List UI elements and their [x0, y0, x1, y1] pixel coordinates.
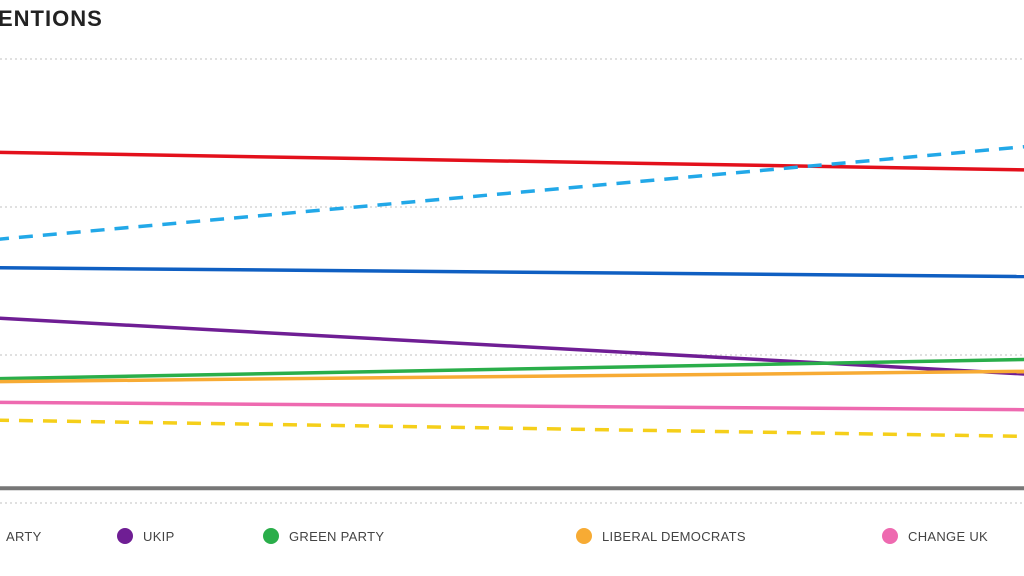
legend-item-cropped: ARTY	[0, 528, 42, 544]
series-line-0	[0, 150, 1024, 172]
legend-dot	[882, 528, 898, 544]
legend-label: UKIP	[143, 528, 175, 544]
legend-item-ukip: UKIP	[117, 528, 175, 544]
legend-item-green-party: GREEN PARTY	[263, 528, 384, 544]
series-line-change-uk	[0, 400, 1024, 412]
legend-dot	[576, 528, 592, 544]
legend-label: GREEN PARTY	[289, 528, 385, 544]
series-line-7	[0, 418, 1024, 439]
series-line-liberal-democrats	[0, 369, 1024, 384]
series-line-green-party	[0, 357, 1024, 381]
chart-title: ENTIONS	[0, 6, 103, 31]
legend-label: LIBERAL DEMOCRATS	[602, 528, 746, 544]
legend-item-change-uk: CHANGE UK	[882, 528, 988, 544]
legend-dot	[263, 528, 279, 544]
legend-label: CHANGE UK	[908, 528, 988, 544]
legend-item-liberal-democrats: LIBERAL DEMOCRATS	[576, 528, 746, 544]
series-line-ukip	[0, 316, 1024, 376]
legend-dot	[117, 528, 133, 544]
series-line-2	[0, 265, 1024, 279]
series-line-1	[0, 145, 1024, 241]
legend-label: ARTY	[6, 528, 42, 544]
